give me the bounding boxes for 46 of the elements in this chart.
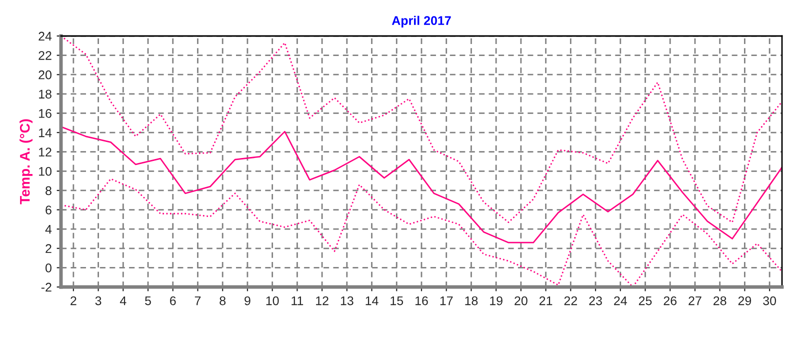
x-tick-label: 2 (70, 296, 76, 306)
line-series (61, 126, 782, 244)
x-tick-label: 23 (589, 296, 602, 306)
y-tick-label: 12 (39, 148, 52, 156)
y-tick-label: 8 (46, 186, 52, 196)
x-tick-label: 20 (514, 296, 528, 306)
x-tick-label: 18 (465, 296, 478, 306)
y-tick-label: 18 (39, 90, 52, 99)
x-tick-label: 12 (316, 296, 328, 306)
x-tick-label: 25 (638, 296, 652, 306)
x-tick-label: 17 (440, 296, 453, 306)
x-tick-label: 14 (366, 296, 378, 306)
x-tick-label: 4 (120, 296, 126, 306)
x-tick-label: 11 (292, 296, 304, 306)
y-tick-label: -2 (41, 282, 52, 292)
y-tick-label: 2 (46, 244, 52, 253)
chart-title: April 2017 (392, 16, 451, 28)
y-tick-label: 14 (39, 128, 52, 138)
y-tick-label: 16 (39, 109, 52, 118)
x-tick-label: 28 (714, 296, 726, 306)
y-tick-label: 6 (46, 206, 52, 214)
x-tick-label: 6 (170, 296, 176, 306)
x-tick-label: 5 (145, 296, 151, 306)
x-tick-label: 22 (564, 296, 577, 306)
y-tick-label: 24 (38, 32, 52, 41)
x-tick-label: 3 (95, 296, 102, 306)
y-tick-label: 20 (38, 70, 52, 80)
x-tick-label: 8 (220, 296, 226, 306)
x-tick-label: 13 (340, 296, 354, 306)
x-tick-label: 7 (194, 296, 201, 306)
y-tick-label: 22 (38, 51, 52, 60)
x-tick-label: 26 (664, 296, 677, 306)
x-tick-label: 29 (738, 296, 752, 306)
x-tick-label: 27 (688, 296, 702, 306)
x-tick-label: 9 (244, 296, 250, 306)
y-tick-label: 4 (45, 225, 52, 234)
x-tick-label: 30 (763, 296, 776, 306)
y-axis-title: Temp. A. (°C) (20, 119, 33, 204)
y-tick-label: 0 (46, 263, 52, 272)
x-tick-label: 16 (416, 296, 428, 306)
y-tick-label: 10 (39, 166, 52, 176)
x-tick-label: 24 (614, 296, 627, 306)
x-tick-label: 19 (490, 296, 502, 306)
x-tick-label: 15 (390, 296, 404, 306)
x-tick-label: 21 (539, 296, 552, 306)
x-tick-label: 10 (266, 296, 279, 306)
